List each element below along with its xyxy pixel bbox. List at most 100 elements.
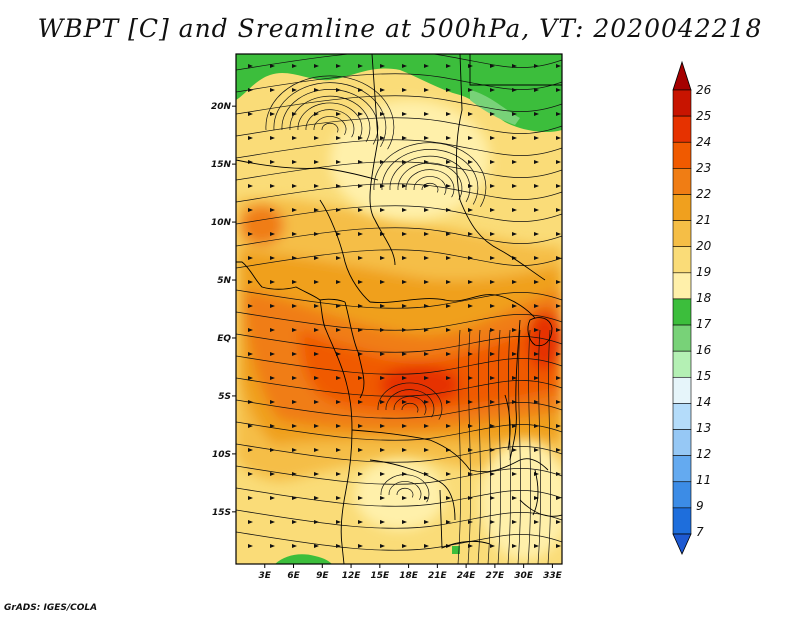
streamline: [313, 116, 347, 135]
streamline-arrow: [248, 232, 253, 236]
streamline: [385, 389, 435, 418]
border-sudan-chad: [456, 54, 546, 281]
streamline: [397, 162, 463, 200]
streamline-arrow: [446, 520, 451, 524]
grads-credit: GrADS: IGES/COLA: [4, 603, 98, 613]
colorbar-label: 18: [696, 291, 712, 305]
lat-tick-label: 10S: [212, 450, 231, 460]
streamline-arrow: [512, 64, 517, 68]
streamline-arrow: [358, 88, 363, 92]
streamline-arrow: [468, 424, 473, 428]
colorbar-label: 7: [696, 525, 704, 539]
lat-tick-label: 5S: [218, 392, 231, 402]
streamline-arrow: [314, 496, 319, 500]
lake-tanganyika: [504, 394, 511, 451]
streamline: [236, 531, 562, 551]
streamline-arrow: [380, 544, 385, 548]
latitude-axis: 20N 15N 10N 5N EQ 5S 10S 15S: [211, 102, 236, 518]
streamline-arrow: [556, 352, 561, 356]
lat-tick-label: 10N: [211, 218, 232, 228]
lon-tick-label: 27E: [486, 571, 506, 581]
streamline-arrow: [358, 232, 363, 236]
wbpt-shading: [236, 54, 562, 564]
lat-tick-label: 15N: [211, 160, 232, 170]
colorbar-segment: [672, 168, 692, 195]
lon-tick-label: 24E: [457, 571, 477, 581]
streamline-arrow: [490, 208, 495, 212]
streamline: [393, 396, 427, 415]
streamline-arrow: [556, 136, 561, 140]
streamline-arrow: [512, 400, 517, 404]
streamline-arrow: [314, 112, 319, 116]
streamline-arrow: [556, 472, 561, 476]
colorbar-top-triangle: [672, 60, 692, 91]
streamline-arrow: [512, 256, 517, 260]
streamline-arrow: [314, 136, 319, 140]
streamline: [388, 481, 422, 500]
streamline-arrow: [490, 136, 495, 140]
streamline-arrow: [468, 232, 473, 236]
colorbar-segment: [672, 246, 692, 274]
streamline: [236, 183, 562, 203]
streamline-arrow: [424, 160, 429, 164]
streamline-arrow: [468, 208, 473, 212]
streamline-arrow: [402, 496, 407, 500]
colorbar-label: 9: [696, 499, 704, 513]
streamline-arrow: [490, 256, 495, 260]
colorbar-label: 24: [696, 135, 711, 149]
streamline-arrow: [270, 208, 275, 212]
streamline-arrow: [270, 400, 275, 404]
streamline-arrow: [270, 64, 275, 68]
streamline: [236, 289, 562, 309]
streamline-arrow: [556, 376, 561, 380]
streamline-arrow: [490, 184, 495, 188]
map-panel: 20N 15N 10N 5N EQ 5S 10S 15S 3E 6E 9E 12E 15E 18E 21E…: [211, 53, 563, 581]
streamline-arrow: [358, 544, 363, 548]
streamline-arrow: [336, 472, 341, 476]
streamline: [413, 176, 447, 195]
border-congo-drc: [344, 301, 365, 399]
streamline-arrow: [270, 376, 275, 380]
streamline-arrow: [468, 472, 473, 476]
streamline-arrow: [292, 472, 297, 476]
streamline-arrow: [490, 304, 495, 308]
streamline-arrow: [292, 424, 297, 428]
streamline-arrow: [468, 376, 473, 380]
streamline-arrow: [380, 280, 385, 284]
streamline-arrow: [556, 64, 561, 68]
streamline-arrow: [490, 448, 495, 452]
lake-malawi: [532, 469, 539, 516]
streamline-arrow: [270, 136, 275, 140]
colorbar-label: 17: [696, 317, 712, 331]
streamline-arrow: [380, 136, 385, 140]
chart-title: WBPT [C] and Sreamline at 500hPa, VT: 20…: [37, 14, 763, 43]
streamline-arrow: [468, 256, 473, 260]
streamline-arrow: [468, 160, 473, 164]
streamline-arrow: [336, 208, 341, 212]
streamline-arrow: [336, 136, 341, 140]
streamline-arrow: [424, 184, 429, 188]
streamline-arrow: [534, 208, 539, 212]
streamline-arrow: [380, 496, 385, 500]
streamline-arrow: [314, 208, 319, 212]
streamline-arrow: [402, 424, 407, 428]
streamline-arrow: [292, 256, 297, 260]
streamline-arrow: [556, 304, 561, 308]
streamline-arrow: [248, 328, 253, 332]
streamline-arrow: [292, 184, 297, 188]
band-17-south: [275, 554, 332, 564]
streamline-arrow: [534, 424, 539, 428]
streamline: [236, 421, 562, 441]
lon-tick-label: 21E: [428, 571, 448, 581]
streamline-arrow: [402, 448, 407, 452]
streamline: [377, 382, 443, 420]
streamline-arrow: [468, 88, 473, 92]
streamline: [236, 117, 562, 137]
streamline-arrow: [248, 400, 253, 404]
streamline-arrow: [314, 280, 319, 284]
streamline-arrow: [358, 64, 363, 68]
streamline-arrow: [248, 136, 253, 140]
streamline-arrow: [292, 328, 297, 332]
streamline-arrow: [358, 472, 363, 476]
